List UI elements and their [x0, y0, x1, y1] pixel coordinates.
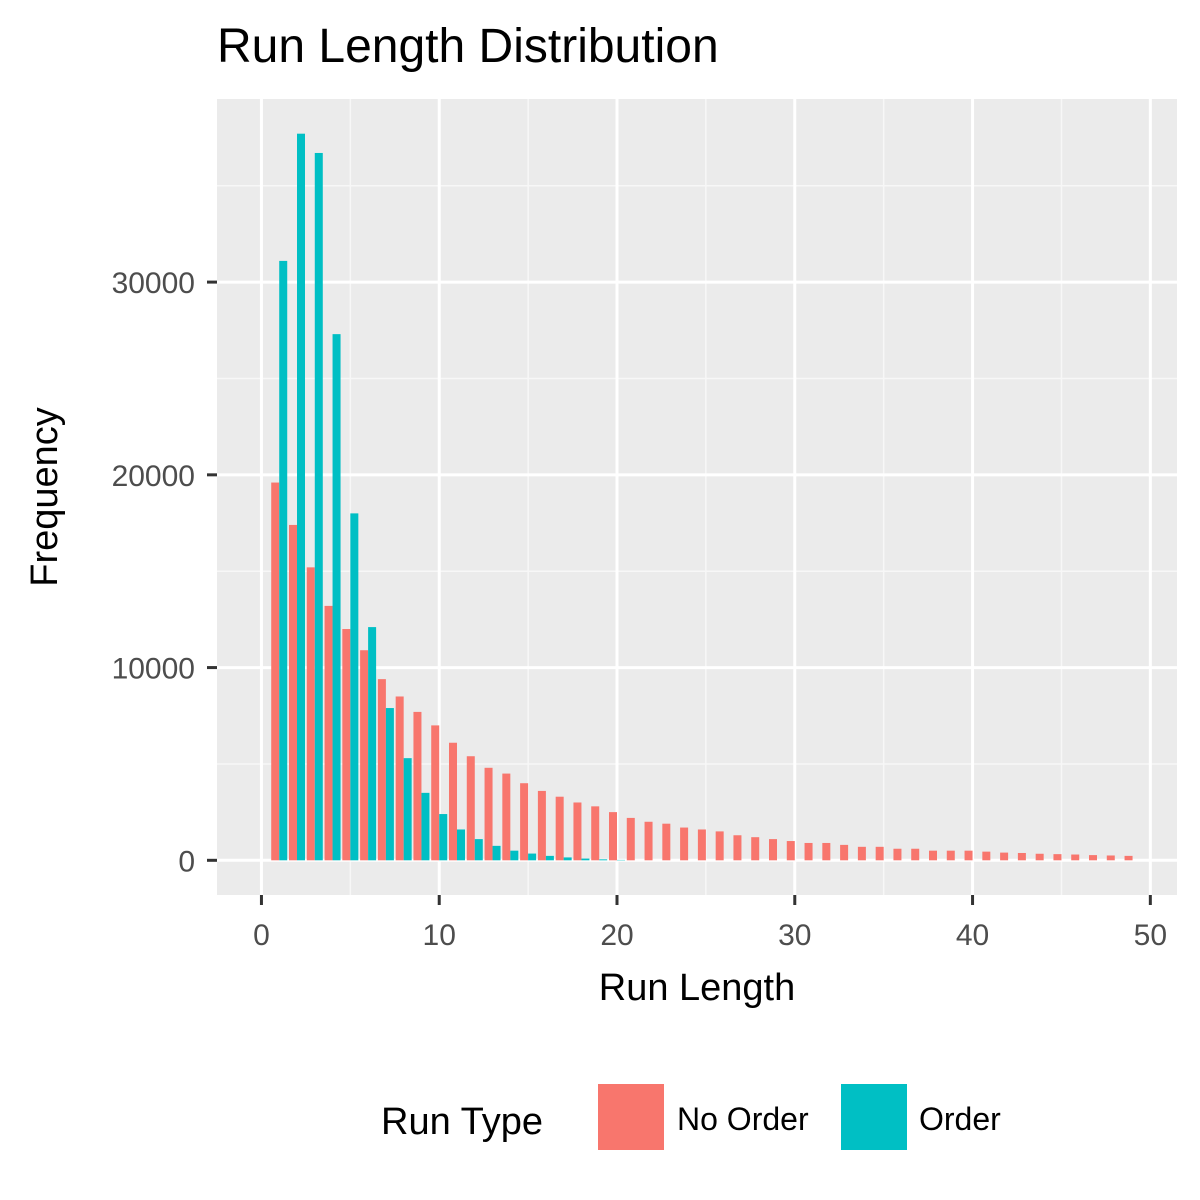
bar-no-order: [893, 848, 902, 861]
bar-no-order: [911, 848, 920, 861]
bar-no-order: [982, 851, 991, 861]
bar-no-order: [946, 850, 955, 861]
bar-order: [457, 829, 465, 861]
bar-no-order: [1089, 855, 1097, 861]
bar-no-order: [360, 650, 369, 861]
bar-no-order: [306, 567, 315, 861]
bar-no-order: [626, 817, 635, 861]
x-axis-title: Run Length: [599, 967, 796, 1009]
bar-order: [421, 792, 430, 861]
bar-no-order: [431, 725, 440, 861]
x-tick-label: 40: [956, 919, 989, 952]
bar-no-order: [449, 742, 457, 861]
bar-no-order: [840, 844, 849, 861]
bar-no-order: [591, 806, 600, 861]
bar-no-order: [271, 482, 280, 861]
bar-no-order: [1071, 854, 1080, 861]
y-axis: 0 10000 20000 30000: [112, 267, 217, 878]
legend-label-order: Order: [919, 1101, 1001, 1137]
bar-no-order: [1053, 854, 1062, 861]
bar-order: [492, 845, 501, 861]
bar-no-order: [662, 823, 671, 861]
bar-no-order: [395, 696, 404, 861]
bar-no-order: [484, 767, 493, 861]
bar-order: [297, 133, 305, 861]
bar-no-order: [786, 841, 795, 861]
legend-key-no-order: [598, 1084, 664, 1150]
bar-no-order: [1124, 855, 1133, 861]
legend-key-order: [841, 1084, 907, 1150]
legend-title: Run Type: [381, 1101, 543, 1143]
bar-no-order: [502, 773, 511, 861]
bar-no-order: [822, 842, 831, 861]
bar-no-order: [929, 850, 937, 861]
bar-order: [385, 708, 394, 861]
chart-title: Run Length Distribution: [217, 20, 719, 73]
bars: [271, 133, 1133, 861]
bar-no-order: [324, 605, 333, 861]
bar-no-order: [680, 827, 689, 861]
y-tick-label: 30000: [112, 267, 195, 300]
legend-label-no-order: No Order: [677, 1101, 809, 1137]
bar-no-order: [1017, 852, 1026, 861]
bar-no-order: [342, 629, 351, 861]
x-tick-label: 10: [423, 919, 456, 952]
bar-order: [510, 850, 519, 861]
bar-order: [403, 758, 412, 861]
bar-no-order: [555, 796, 564, 861]
x-tick-label: 0: [253, 919, 270, 952]
bar-no-order: [964, 850, 973, 861]
bar-no-order: [520, 783, 529, 861]
plot-panel: [217, 99, 1177, 895]
bar-order: [599, 859, 608, 861]
y-axis-title: Frequency: [24, 407, 66, 587]
bar-no-order: [377, 679, 386, 861]
bar-no-order: [1106, 855, 1115, 861]
x-axis: 0 10 20 30 40 50: [253, 895, 1167, 952]
bar-no-order: [573, 802, 582, 861]
y-tick-label: 0: [178, 845, 195, 878]
bar-no-order: [733, 835, 742, 861]
bar-order: [439, 814, 448, 861]
bar-order: [368, 627, 377, 861]
bar-order: [332, 334, 341, 861]
bar-order: [350, 513, 359, 861]
bar-no-order: [644, 821, 653, 861]
bar-no-order: [289, 524, 297, 861]
bar-no-order: [769, 839, 777, 861]
x-tick-label: 30: [778, 919, 811, 952]
bar-order: [563, 857, 572, 861]
bar-no-order: [697, 829, 706, 861]
bar-no-order: [875, 846, 884, 861]
legend: Run Type No Order Order: [381, 1084, 1001, 1150]
bar-no-order: [466, 756, 475, 861]
bar-no-order: [804, 842, 813, 861]
bar-order: [314, 152, 323, 861]
bar-no-order: [715, 831, 724, 861]
bar-order: [581, 858, 590, 861]
x-tick-label: 50: [1134, 919, 1167, 952]
bar-no-order: [1000, 852, 1009, 861]
grid-minor-lines: [217, 99, 1177, 895]
bar-no-order: [1035, 853, 1044, 861]
bar-no-order: [857, 846, 866, 861]
bar-no-order: [609, 812, 617, 861]
y-tick-label: 10000: [112, 653, 195, 686]
y-tick-label: 20000: [112, 460, 195, 493]
bar-no-order: [751, 837, 760, 861]
bar-order: [279, 260, 288, 861]
bar-no-order: [413, 711, 422, 861]
bar-order: [545, 855, 554, 861]
bar-order: [528, 853, 537, 861]
bar-no-order: [537, 790, 546, 861]
x-tick-label: 20: [600, 919, 633, 952]
bar-order: [474, 839, 483, 861]
